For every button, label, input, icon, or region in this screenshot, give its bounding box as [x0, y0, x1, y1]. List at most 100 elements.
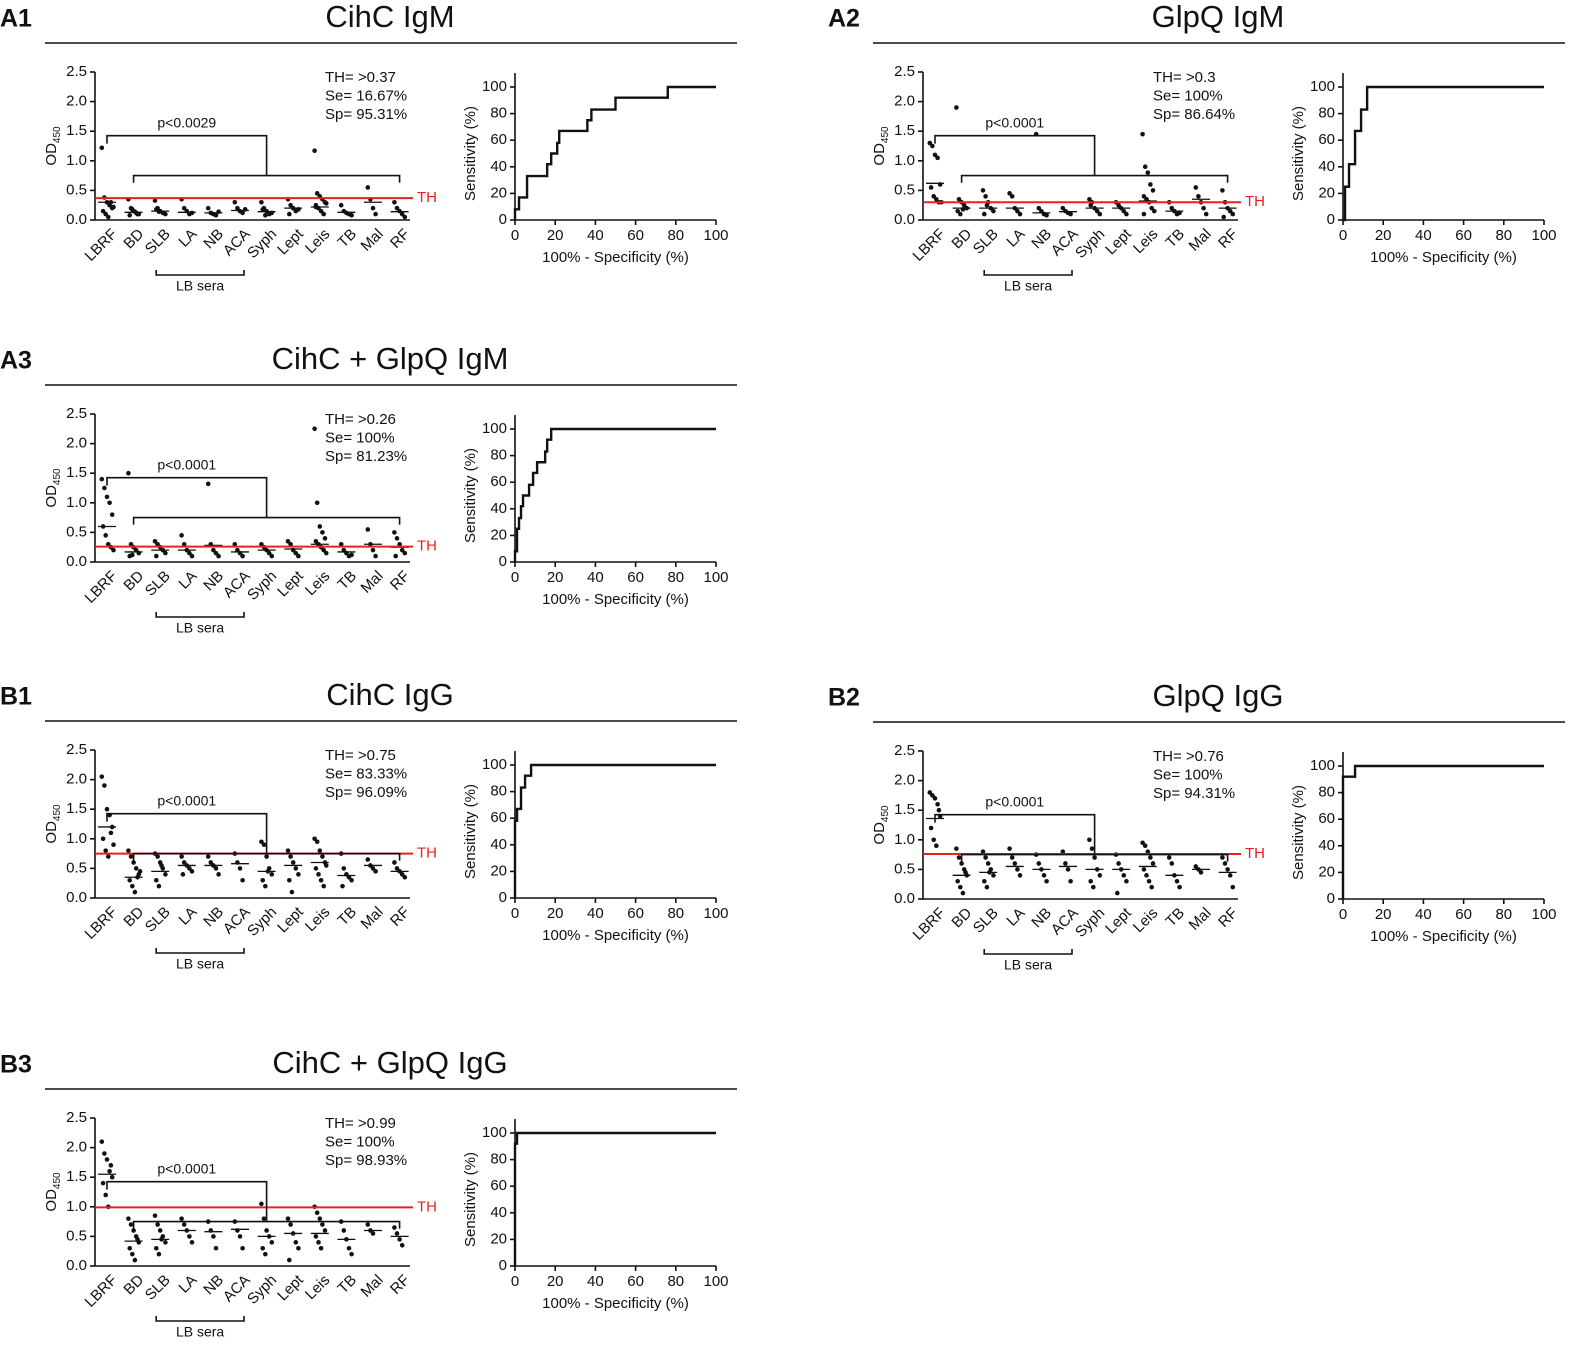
data-dot: [402, 550, 408, 556]
y-tick-label: 80: [490, 105, 507, 122]
data-dot: [314, 839, 320, 845]
data-dot: [931, 837, 936, 843]
data-dot: [373, 553, 378, 559]
y-tick-label: 0.0: [66, 1257, 87, 1274]
y-tick-label: 40: [490, 158, 507, 175]
y-tick-label: 2.0: [66, 771, 87, 788]
data-dot: [232, 199, 238, 205]
data-dot: [107, 1168, 112, 1174]
x-tick-label: Mal: [358, 904, 387, 933]
data-dot: [1225, 867, 1230, 872]
x-tick-label: TB: [1162, 905, 1188, 931]
data-dot: [1063, 861, 1068, 866]
data-dot: [1141, 867, 1147, 872]
data-dot: [1116, 202, 1121, 208]
data-dot: [261, 1216, 267, 1221]
data-dot: [109, 1174, 115, 1180]
y-tick-label: 1.0: [894, 152, 915, 169]
data-dot: [108, 1163, 114, 1168]
data-dot: [340, 883, 345, 889]
y-tick-label: 1.0: [894, 831, 915, 848]
data-dot: [1148, 855, 1153, 860]
data-dot: [1145, 170, 1151, 175]
x-tick-label: 40: [1415, 906, 1432, 923]
data-dot: [1198, 870, 1204, 875]
data-dot: [216, 872, 221, 877]
data-dot: [266, 550, 272, 556]
data-dot: [1115, 890, 1120, 896]
y-axis-label: Sensitivity (%): [462, 784, 479, 879]
data-dot: [1009, 855, 1015, 860]
data-dot: [187, 550, 192, 556]
data-dot: [341, 866, 347, 871]
x-tick-label: Mal: [1186, 226, 1215, 255]
y-label-main: OD: [43, 485, 60, 508]
x-tick-label: Syph: [244, 904, 280, 940]
data-dot: [154, 553, 159, 559]
x-tick-label: Leis: [1130, 226, 1161, 257]
data-dot: [1227, 873, 1233, 878]
data-dot: [316, 1240, 321, 1245]
data-dot: [373, 211, 378, 217]
data-dot: [1088, 202, 1093, 208]
y-tick-label: 2.0: [66, 1139, 87, 1156]
x-tick-label: SLB: [142, 1272, 174, 1304]
data-dot: [982, 878, 987, 884]
data-dot: [159, 863, 164, 868]
data-dot: [1007, 191, 1012, 196]
data-dot: [1174, 878, 1180, 884]
data-dot: [1094, 208, 1100, 214]
data-dot: [394, 866, 400, 871]
x-tick-label: 40: [587, 569, 604, 586]
y-tick-label: 2.0: [66, 93, 87, 110]
y-tick-label: 20: [490, 184, 507, 201]
data-dot: [156, 1251, 162, 1257]
group-label: LB sera: [1004, 957, 1052, 973]
data-dot: [1041, 873, 1047, 878]
x-tick-label: LBRF: [82, 226, 121, 265]
y-tick-label: 0.0: [66, 889, 87, 906]
x-tick-label: RF: [387, 226, 413, 252]
data-dot: [320, 854, 325, 859]
panel-title: CihC + GlpQ IgM: [272, 341, 509, 376]
data-dot: [285, 848, 291, 853]
x-tick-label: Syph: [1072, 226, 1108, 262]
data-dot: [365, 857, 371, 862]
x-tick-label: LBRF: [82, 904, 121, 943]
data-dot: [99, 145, 105, 151]
panel-label: A3: [0, 347, 32, 375]
data-dot: [1169, 205, 1175, 211]
data-dot: [1036, 205, 1042, 211]
x-tick-label: Leis: [302, 1272, 333, 1303]
y-tick-label: 80: [490, 447, 507, 464]
data-dot: [932, 152, 938, 158]
x-tick-label: 20: [547, 227, 564, 244]
stat-text: Sp= 86.64%: [1153, 106, 1235, 123]
x-tick-label: LBRF: [82, 1272, 121, 1311]
y-tick-label: 0.5: [66, 523, 87, 540]
x-tick-label: 100: [703, 227, 728, 244]
data-dot: [399, 1242, 405, 1248]
x-tick-label: Syph: [244, 226, 280, 262]
data-dot: [1009, 194, 1015, 199]
data-dot: [1140, 840, 1145, 846]
data-dot: [984, 202, 990, 208]
data-dot: [1142, 843, 1148, 849]
data-dot: [104, 1157, 110, 1162]
data-dot: [106, 854, 111, 859]
stat-text: Sp= 95.31%: [325, 106, 407, 123]
data-dot: [314, 191, 320, 196]
data-dot: [133, 866, 139, 871]
panel-title: CihC IgG: [326, 677, 453, 712]
y-tick-label: 1.5: [894, 122, 915, 139]
data-dot: [1145, 849, 1151, 854]
y-label-main: OD: [871, 822, 888, 845]
y-label-main: OD: [871, 143, 888, 166]
x-tick-label: LA: [1003, 905, 1028, 930]
data-dot: [956, 196, 962, 202]
data-dot: [111, 842, 116, 848]
data-dot: [1116, 861, 1121, 866]
data-dot: [958, 211, 963, 217]
data-dot: [296, 872, 301, 877]
data-dot: [935, 801, 940, 807]
